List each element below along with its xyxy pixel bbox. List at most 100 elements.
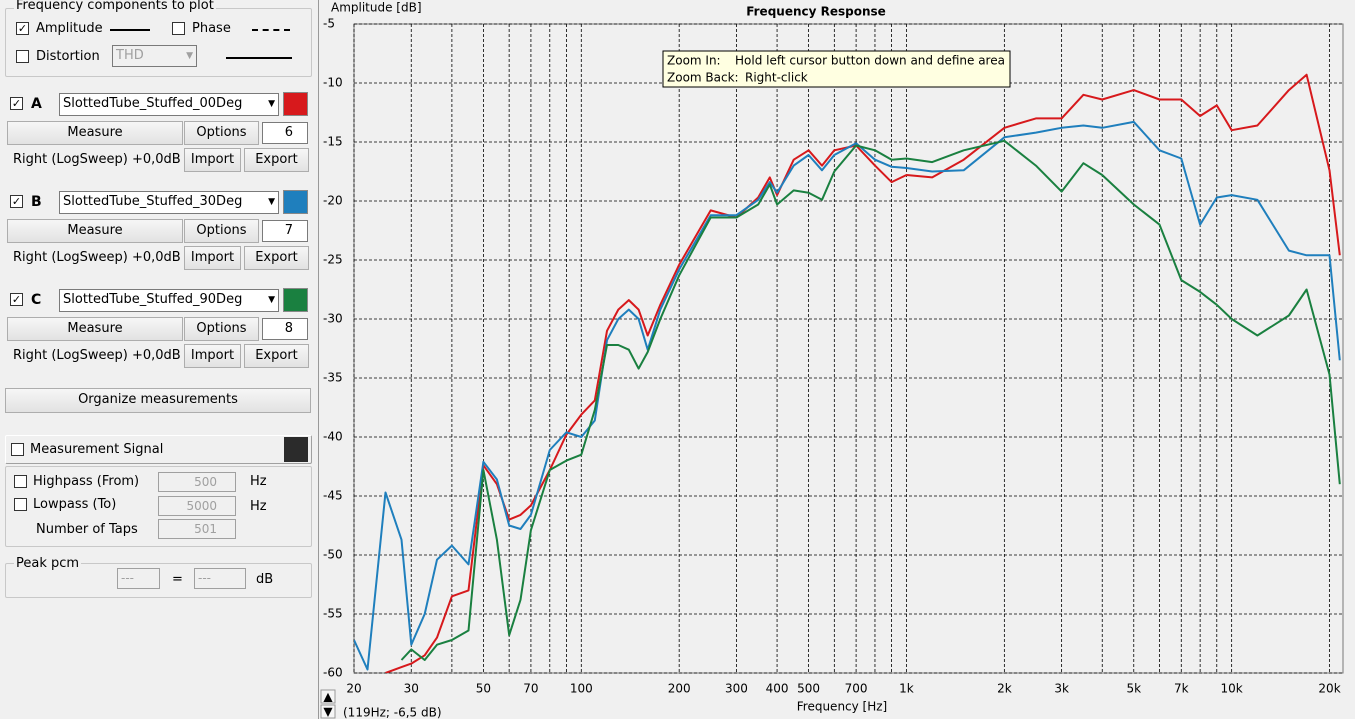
button[interactable]: Options: [184, 121, 259, 145]
tooltip: [662, 50, 1011, 88]
button[interactable]: Measure: [7, 317, 183, 341]
button[interactable]: Organize measurements: [5, 388, 311, 413]
label: Measurement Signal: [30, 442, 164, 457]
button[interactable]: Import: [184, 344, 241, 368]
y-tick-label: -30: [323, 312, 343, 326]
button[interactable]: Import: [184, 148, 241, 172]
x-tick-label: 300: [725, 682, 748, 696]
checkbox[interactable]: ✓: [10, 195, 23, 208]
group-box: [5, 435, 312, 464]
color-swatch[interactable]: [283, 288, 308, 312]
tooltip-text: Right-click: [745, 71, 808, 85]
x-tick-label: 5k: [1126, 682, 1141, 696]
x-tick-label: 2k: [997, 682, 1012, 696]
x-tick-label: 70: [523, 682, 538, 696]
line-sample: [252, 29, 290, 31]
x-tick-label: 400: [766, 682, 789, 696]
spinner[interactable]: 8: [262, 318, 308, 340]
y-tick-label: -60: [323, 666, 343, 680]
tooltip-text: Zoom In:: [667, 54, 721, 68]
x-tick-label: 500: [797, 682, 820, 696]
y-tick-label: -40: [323, 430, 343, 444]
y-tick-label: -50: [323, 548, 343, 562]
group-title: Peak pcm: [14, 556, 82, 571]
label: Amplitude: [36, 21, 103, 36]
info-text: Right (LogSweep) +0,0dB: [13, 250, 181, 265]
measurement-letter: A: [31, 96, 42, 112]
arrow-icon: ▼: [323, 705, 333, 719]
line-sample: [110, 29, 150, 31]
y-tick-label: -35: [323, 371, 343, 385]
input[interactable]: 501: [158, 519, 236, 539]
checkbox[interactable]: ✓: [10, 293, 23, 306]
dropdown[interactable]: SlottedTube_Stuffed_30Deg: [59, 191, 279, 214]
x-tick-label: 20: [346, 682, 361, 696]
label: Number of Taps: [36, 522, 138, 537]
scroll-up[interactable]: [320, 689, 336, 704]
x-tick-label: 30: [404, 682, 419, 696]
measurement-letter: C: [31, 292, 42, 308]
status-text: (119Hz; -6,5 dB): [343, 706, 442, 719]
dropdown[interactable]: SlottedTube_Stuffed_00Deg: [59, 93, 279, 116]
button[interactable]: Options: [184, 317, 259, 341]
y-tick-label: -55: [323, 607, 343, 621]
group-box: [5, 563, 312, 598]
input: ---: [117, 568, 160, 589]
scroll-down[interactable]: [320, 704, 336, 719]
label: Distortion: [36, 49, 100, 64]
label: Phase: [192, 21, 231, 36]
button[interactable]: Export: [244, 246, 309, 270]
x-tick-label: 200: [668, 682, 691, 696]
label: =: [172, 572, 183, 587]
input[interactable]: 5000: [158, 496, 236, 516]
y-tick-label: -10: [323, 76, 343, 90]
dropdown[interactable]: THD: [112, 45, 197, 67]
input: ---: [194, 568, 246, 589]
chart-title: Frequency Response: [746, 5, 886, 19]
button[interactable]: Export: [244, 148, 309, 172]
left-panel: Frequency components to plot ✓ Amplitude…: [0, 0, 319, 719]
button[interactable]: Options: [184, 219, 259, 243]
button[interactable]: Export: [244, 344, 309, 368]
dropdown[interactable]: SlottedTube_Stuffed_90Deg: [59, 289, 279, 312]
y-tick-label: -45: [323, 489, 343, 503]
label: Lowpass (To): [33, 497, 117, 512]
unit: Hz: [250, 499, 267, 514]
button[interactable]: Measure: [7, 121, 183, 145]
x-tick-label: 20k: [1318, 682, 1340, 696]
spinner[interactable]: 7: [262, 220, 308, 242]
label: Highpass (From): [33, 474, 140, 489]
arrow-icon: ▲: [323, 690, 333, 704]
checkbox[interactable]: [14, 475, 27, 488]
unit: Hz: [250, 474, 267, 489]
y-tick-label: -5: [323, 17, 335, 31]
checkbox[interactable]: ✓: [16, 22, 29, 35]
checkbox[interactable]: [172, 22, 185, 35]
group-title: Frequency components to plot: [14, 0, 216, 13]
checkbox[interactable]: [16, 50, 29, 63]
x-tick-label: 7k: [1174, 682, 1189, 696]
info-text: Right (LogSweep) +0,0dB: [13, 348, 181, 363]
tooltip-text: Zoom Back:: [667, 71, 739, 85]
unit: dB: [256, 572, 274, 587]
x-tick-label: 1k: [899, 682, 914, 696]
color-swatch[interactable]: [283, 92, 308, 116]
tooltip-text: Hold left cursor button down and define …: [735, 54, 1005, 68]
measurement-letter: B: [31, 194, 42, 210]
color-swatch[interactable]: [284, 437, 308, 462]
x-tick-label: 700: [845, 682, 868, 696]
button[interactable]: Import: [184, 246, 241, 270]
series-line: [354, 120, 1341, 671]
x-tick-label: 3k: [1054, 682, 1069, 696]
y-tick-label: -25: [323, 253, 343, 267]
checkbox[interactable]: [11, 443, 24, 456]
spinner[interactable]: 6: [262, 122, 308, 144]
series-line: [400, 139, 1341, 661]
button[interactable]: Measure: [7, 219, 183, 243]
y-tick-label: -20: [323, 194, 343, 208]
input[interactable]: 500: [158, 472, 236, 492]
checkbox[interactable]: [14, 498, 27, 511]
checkbox[interactable]: ✓: [10, 97, 23, 110]
color-swatch[interactable]: [283, 190, 308, 214]
